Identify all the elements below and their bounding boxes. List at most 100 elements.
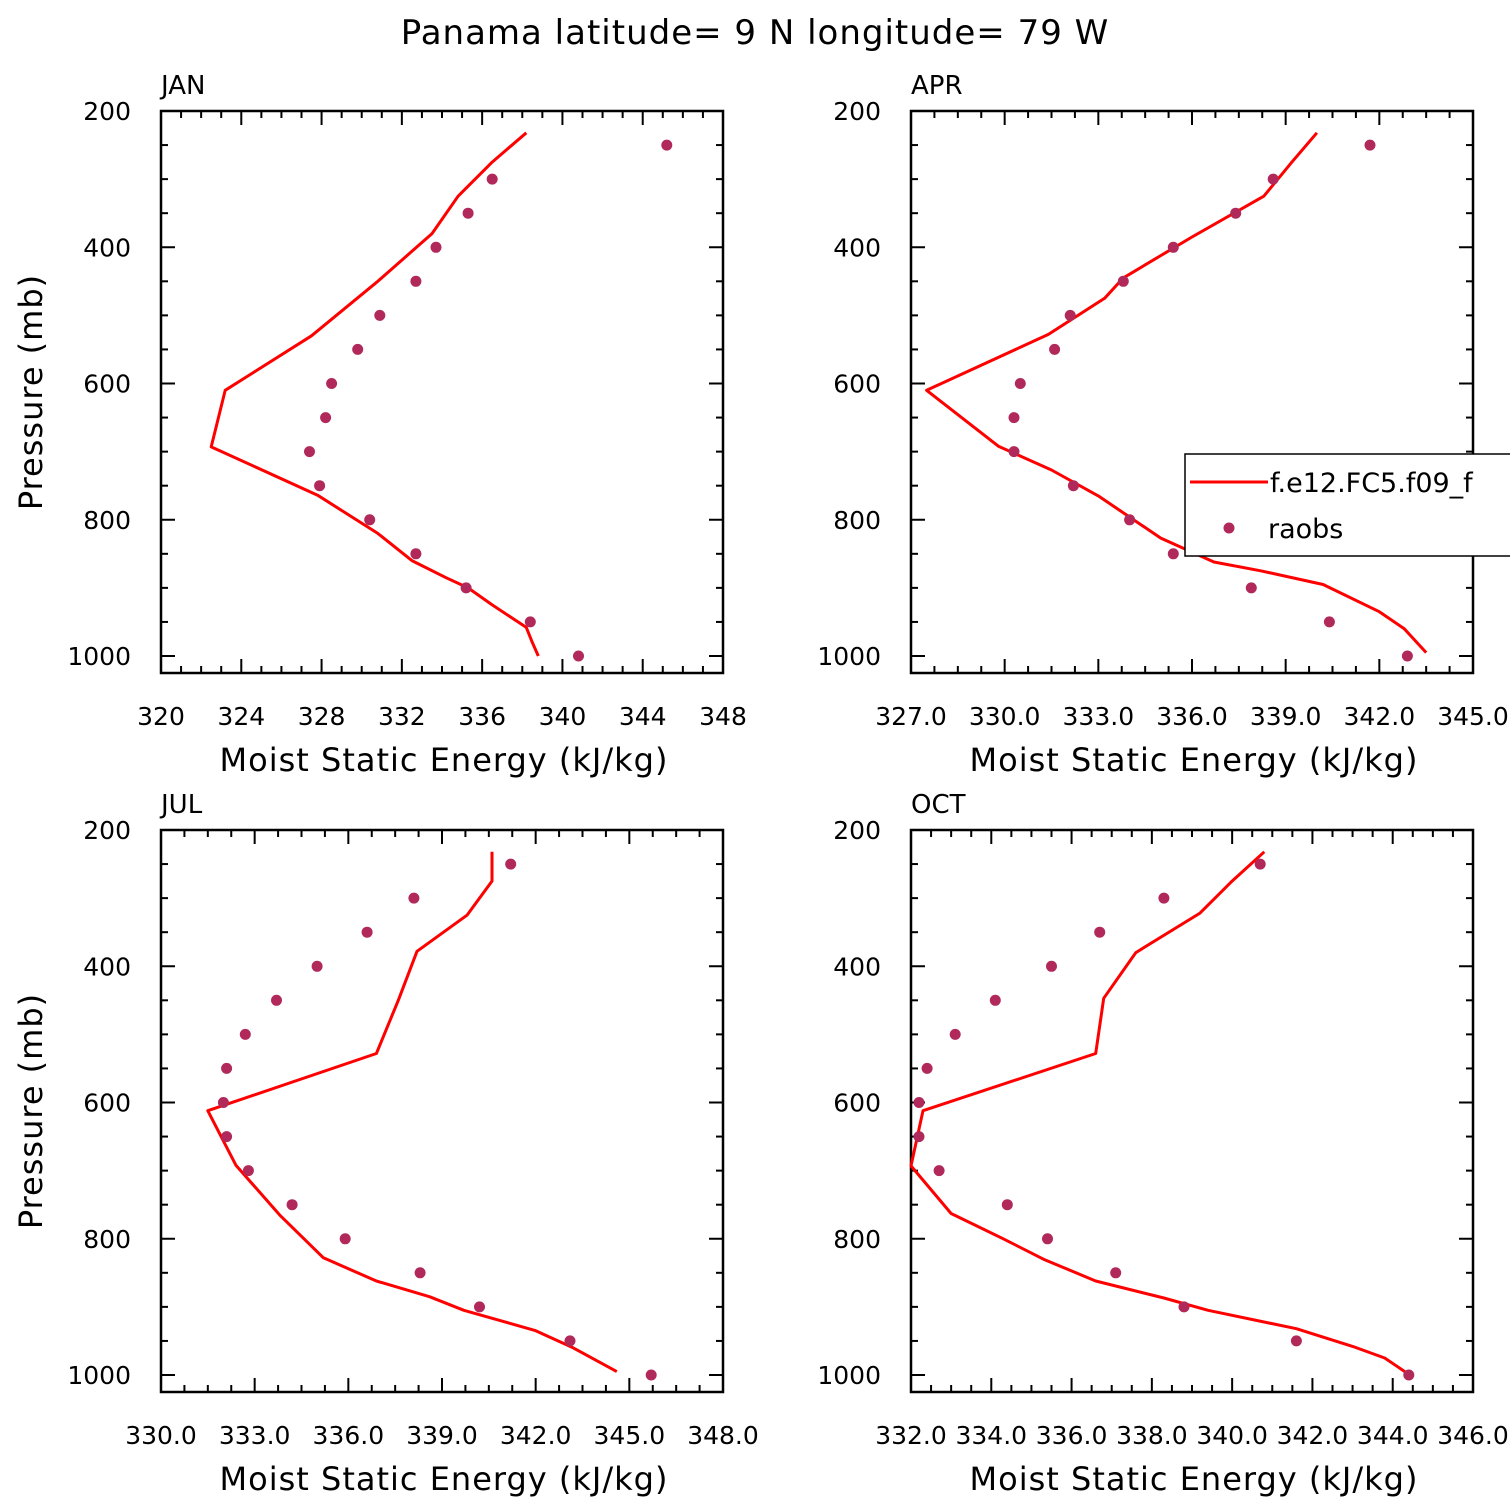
raobs-point [524,616,536,628]
x-tick-label: 336.0 [1156,702,1228,731]
y-tick-label: 800 [833,506,881,535]
y-tick-label: 200 [83,97,131,126]
y-tick-label: 800 [83,506,131,535]
x-tick-label: 327.0 [875,702,947,731]
raobs-point [1049,343,1061,355]
raobs-point [1401,650,1413,662]
y-axis-label: Pressure (mb) [12,993,50,1229]
y-tick-label: 1000 [67,642,131,671]
raobs-point [221,1062,233,1074]
raobs-point [1064,309,1076,321]
x-tick-label: 333.0 [219,1421,291,1450]
x-tick-label: 348.0 [687,1421,759,1450]
y-tick-label: 1000 [67,1361,131,1390]
raobs-point [1001,1199,1013,1211]
x-axis-label: Moist Static Energy (kJ/kg) [970,741,1419,779]
raobs-point [320,412,332,424]
raobs-point [239,1028,251,1040]
raobs-point [1167,548,1179,560]
x-tick-label: 332.0 [875,1421,947,1450]
panel-oct: 332.0 334.0 336.0 338.0 340.0 342.0 344.0 346.0… [817,790,1508,1498]
raobs-point [1008,446,1020,458]
raobs-point [1158,892,1170,904]
model-series-line [909,850,1406,1373]
x-tick-label: 336.0 [1036,1421,1108,1450]
x-tick-label: 342.0 [500,1421,572,1450]
plot-frame [159,828,725,1394]
raobs-point [949,1028,961,1040]
raobs-point [430,241,442,253]
raobs-point [913,1131,925,1143]
raobs-point [1267,173,1279,185]
model-series-line [206,851,618,1373]
raobs-point [242,1165,254,1177]
raobs-point [989,994,1001,1006]
raobs-point [221,1131,233,1143]
plot-frame [909,828,1475,1394]
raobs-point [1110,1267,1122,1279]
raobs-point [361,926,373,938]
y-tick-label: 800 [83,1225,131,1254]
raobs-point [314,480,326,492]
x-axis-label: Moist Static Energy (kJ/kg) [970,1460,1419,1498]
y-tick-label: 1000 [817,1361,881,1390]
panel-title: JUL [159,790,203,820]
legend-model-label: f.e12.FC5.f09_f [1270,468,1474,499]
legend: f.e12.FC5.f09_f raobs [1184,453,1510,557]
raobs-point [486,173,498,185]
panel-title: APR [911,71,963,101]
x-tick-label: 345.0 [1437,702,1509,731]
raobs-point [311,960,323,972]
raobs-point [462,207,474,219]
panel-title: JAN [159,71,205,101]
raobs-point [1117,275,1129,287]
raobs-point [913,1097,925,1108]
x-tick-label: 330.0 [125,1421,197,1450]
raobs-point [921,1062,933,1074]
x-tick-label: 340.0 [1196,1421,1268,1450]
x-tick-label: 336 [458,702,506,731]
raobs-point [564,1335,576,1347]
y-tick-label: 600 [833,1089,881,1118]
raobs-point [1167,241,1179,253]
x-tick-label: 328 [298,702,346,731]
raobs-point [1094,926,1106,938]
x-tick-label: 320 [137,702,185,731]
y-tick-label: 400 [83,233,131,262]
x-tick-label: 346.0 [1437,1421,1509,1450]
raobs-point [414,1267,426,1279]
y-tick-label: 200 [833,97,881,126]
raobs-point [1364,139,1376,151]
raobs-point [1046,960,1057,972]
x-tick-label: 336.0 [313,1421,385,1450]
raobs-point [1230,207,1242,219]
raobs-point [460,582,472,594]
panel-apr: 327.0 330.0 333.0 336.0 339.0 342.0 345.0 200 40… [817,71,1508,779]
x-tick-label: 342.0 [1344,702,1416,731]
y-tick-label: 200 [83,816,131,845]
raobs-point [374,309,386,321]
raobs-point [505,858,517,870]
raobs-point [1290,1335,1302,1347]
x-tick-label: 330.0 [969,702,1041,731]
legend-box [1184,453,1510,557]
x-tick-label: 333.0 [1063,702,1135,731]
raobs-point [1042,1233,1053,1245]
raobs-point [1014,378,1026,389]
raobs-point [661,139,673,151]
raobs-point [408,892,420,904]
x-tick-label: 342.0 [1277,1421,1349,1450]
raobs-point [286,1199,298,1211]
y-axis-label: Pressure (mb) [12,274,50,510]
raobs-point [645,1369,657,1381]
y-tick-label: 600 [833,370,881,399]
raobs-point [573,650,584,662]
raobs-point [1178,1301,1190,1313]
x-tick-label: 344.0 [1357,1421,1429,1450]
raobs-point [1403,1369,1415,1381]
x-tick-label: 348 [699,702,747,731]
raobs-point [1254,858,1266,870]
model-series-line [209,131,540,657]
x-tick-label: 340 [539,702,587,731]
